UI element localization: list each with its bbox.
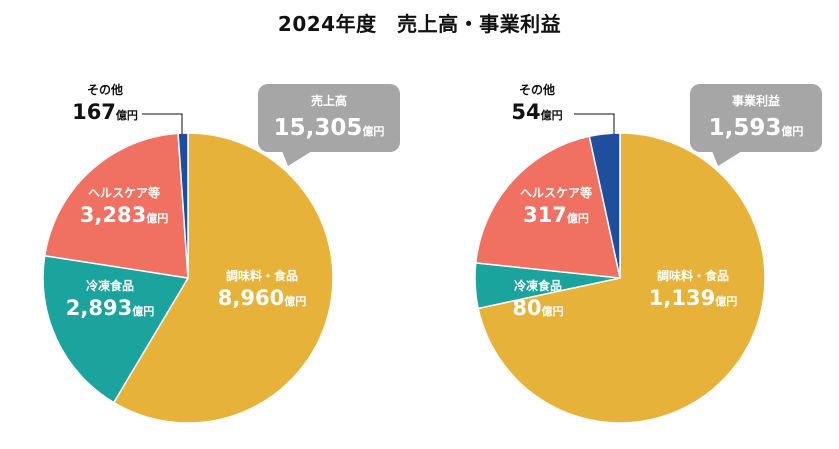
chart-title: 2024年度 売上高・事業利益: [277, 12, 562, 36]
slice-label-frozen: 冷凍食品: [86, 278, 134, 293]
callout-total: 15,305億円: [274, 115, 385, 141]
slice-value-frozen: 80億円: [512, 296, 563, 320]
slice-label-other: その他: [519, 82, 555, 97]
slice-value-frozen: 2,893億円: [66, 296, 154, 320]
slice-value-seasonings: 8,960億円: [218, 286, 306, 310]
callout-total: 1,593億円: [709, 115, 804, 141]
callout-title: 売上高: [311, 93, 347, 108]
slice-seasonings: [112, 132, 334, 424]
slice-value-healthcare: 317億円: [523, 203, 589, 227]
slice-label-healthcare: ヘルスケア等: [88, 185, 160, 200]
callout-title: 事業利益: [732, 93, 780, 108]
slice-label-frozen: 冷凍食品: [514, 278, 562, 293]
total-callout: 事業利益 1,593億円: [690, 84, 822, 166]
total-callout: 売上高 15,305億円: [258, 84, 400, 166]
slice-value-other: 167億円: [72, 100, 138, 124]
slice-value-healthcare: 3,283億円: [80, 203, 168, 227]
slice-value-seasonings: 1,139億円: [649, 286, 737, 310]
slice-seasonings: [477, 132, 766, 424]
slice-label-healthcare: ヘルスケア等: [520, 185, 592, 200]
slice-frozen: [42, 254, 190, 404]
leader-line-other: [574, 113, 615, 134]
pie-chart-2: 調味料・食品 1,139億円 冷凍食品 80億円 ヘルスケア等 317億円 その他 54億円 事…: [474, 82, 822, 424]
slice-label-seasonings: 調味料・食品: [226, 268, 298, 283]
leader-line-other: [142, 113, 183, 134]
slice-healthcare: [474, 135, 621, 279]
slice-label-other: その他: [87, 82, 123, 97]
slice-label-seasonings: 調味料・食品: [657, 268, 729, 283]
slice-value-other: 54億円: [511, 100, 562, 124]
pie-chart-1: 調味料・食品 8,960億円 冷凍食品 2,893億円 ヘルスケア等 3,283億円 その他…: [42, 82, 400, 424]
slice-other: [177, 132, 189, 279]
slice-other: [588, 132, 621, 279]
slice-healthcare: [43, 132, 189, 279]
